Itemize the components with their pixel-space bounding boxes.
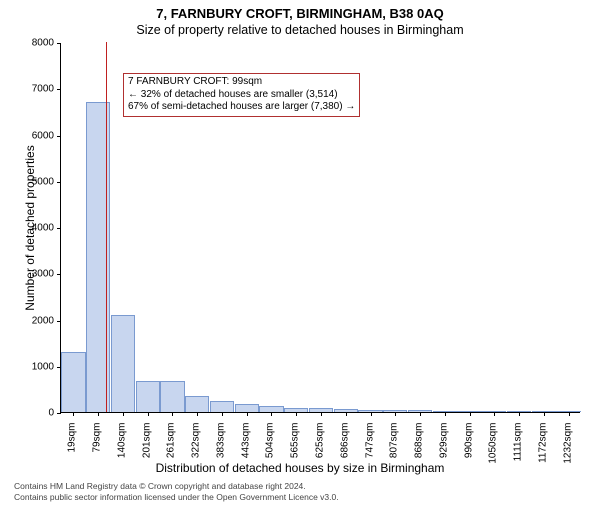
ytick-label: 5000 <box>14 176 54 187</box>
ytick-mark <box>57 182 61 183</box>
footer: Contains HM Land Registry data © Crown c… <box>14 481 600 502</box>
ytick-mark <box>57 43 61 44</box>
ytick-label: 0 <box>14 408 54 419</box>
callout-box: 7 FARNBURY CROFT: 99sqm ← 32% of detache… <box>123 73 360 117</box>
xtick-mark <box>519 412 520 416</box>
xtick-label: 261sqm <box>166 423 177 473</box>
xtick-mark <box>123 412 124 416</box>
callout-line-2: ← 32% of detached houses are smaller (3,… <box>128 89 355 102</box>
xtick-mark <box>271 412 272 416</box>
xtick-mark <box>445 412 446 416</box>
xtick-label: 1111sqm <box>513 423 524 473</box>
ytick-mark <box>57 89 61 90</box>
xtick-mark <box>197 412 198 416</box>
histogram-bar <box>235 404 259 412</box>
xtick-mark <box>371 412 372 416</box>
ytick-label: 6000 <box>14 130 54 141</box>
histogram-bar <box>210 401 234 412</box>
xtick-mark <box>222 412 223 416</box>
ytick-mark <box>57 274 61 275</box>
ytick-label: 7000 <box>14 84 54 95</box>
ytick-label: 4000 <box>14 223 54 234</box>
xtick-label: 140sqm <box>116 423 127 473</box>
histogram-bar <box>136 381 160 412</box>
xtick-mark <box>296 412 297 416</box>
xtick-label: 1172sqm <box>537 423 548 473</box>
xtick-mark <box>346 412 347 416</box>
xtick-label: 1232sqm <box>562 423 573 473</box>
xtick-mark <box>73 412 74 416</box>
xtick-label: 504sqm <box>265 423 276 473</box>
footer-line-1: Contains HM Land Registry data © Crown c… <box>14 481 600 492</box>
ytick-mark <box>57 321 61 322</box>
xtick-mark <box>247 412 248 416</box>
xtick-label: 686sqm <box>339 423 350 473</box>
xtick-label: 868sqm <box>414 423 425 473</box>
ytick-label: 8000 <box>14 38 54 49</box>
page-title: 7, FARNBURY CROFT, BIRMINGHAM, B38 0AQ <box>0 6 600 21</box>
xtick-label: 383sqm <box>215 423 226 473</box>
xtick-label: 443sqm <box>240 423 251 473</box>
property-marker-line <box>106 42 107 412</box>
xtick-mark <box>569 412 570 416</box>
xtick-label: 929sqm <box>438 423 449 473</box>
xtick-mark <box>395 412 396 416</box>
ytick-label: 2000 <box>14 315 54 326</box>
xtick-label: 807sqm <box>389 423 400 473</box>
xtick-label: 747sqm <box>364 423 375 473</box>
chart-container: Number of detached properties 7 FARNBURY… <box>60 43 580 413</box>
xtick-mark <box>148 412 149 416</box>
xtick-label: 79sqm <box>92 423 103 473</box>
xtick-label: 201sqm <box>141 423 152 473</box>
histogram-bar <box>61 352 85 412</box>
histogram-bar <box>185 396 209 412</box>
callout-line-3: 67% of semi-detached houses are larger (… <box>128 101 355 114</box>
xtick-mark <box>98 412 99 416</box>
page-subtitle: Size of property relative to detached ho… <box>0 23 600 37</box>
histogram-bar <box>160 381 184 412</box>
footer-line-2: Contains public sector information licen… <box>14 492 600 503</box>
ytick-label: 1000 <box>14 361 54 372</box>
xtick-mark <box>470 412 471 416</box>
histogram-bar <box>111 315 135 412</box>
xtick-mark <box>420 412 421 416</box>
ytick-mark <box>57 228 61 229</box>
callout-line-1: 7 FARNBURY CROFT: 99sqm <box>128 76 355 89</box>
xtick-mark <box>544 412 545 416</box>
xtick-label: 1050sqm <box>488 423 499 473</box>
xtick-mark <box>172 412 173 416</box>
ytick-mark <box>57 413 61 414</box>
xtick-label: 19sqm <box>67 423 78 473</box>
ytick-label: 3000 <box>14 269 54 280</box>
xtick-label: 990sqm <box>463 423 474 473</box>
ytick-mark <box>57 136 61 137</box>
xtick-label: 565sqm <box>290 423 301 473</box>
xtick-mark <box>494 412 495 416</box>
xtick-label: 322sqm <box>191 423 202 473</box>
xtick-mark <box>321 412 322 416</box>
xtick-label: 625sqm <box>315 423 326 473</box>
